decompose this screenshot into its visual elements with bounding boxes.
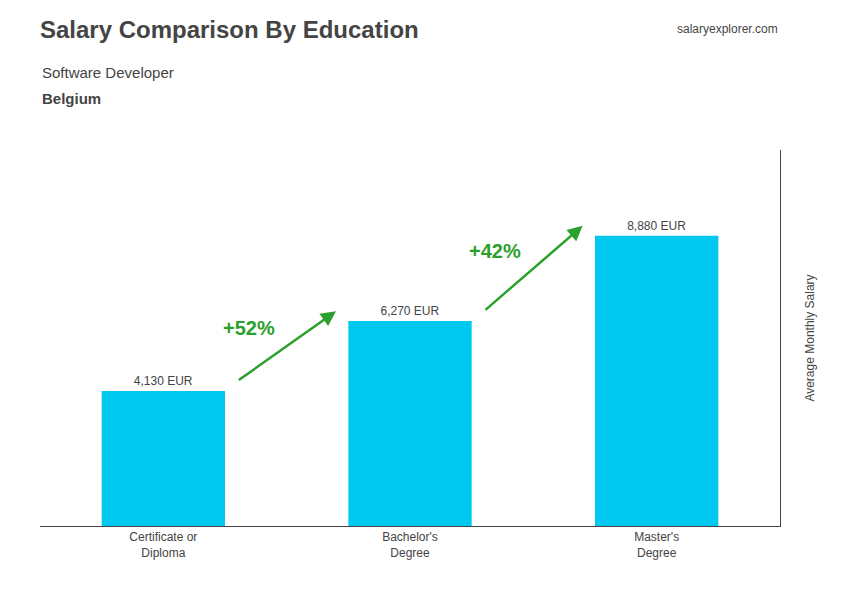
svg-text:4,130 EUR: 4,130 EUR bbox=[134, 374, 193, 388]
svg-text:8,880 EUR: 8,880 EUR bbox=[627, 219, 686, 233]
svg-text:Belgium: Belgium bbox=[42, 90, 101, 107]
svg-text:Certificate orDiploma: Certificate orDiploma bbox=[129, 530, 197, 560]
svg-text:Software Developer: Software Developer bbox=[42, 64, 174, 81]
svg-text:salaryexplorer.com: salaryexplorer.com bbox=[677, 22, 778, 36]
svg-text:+42%: +42% bbox=[469, 240, 521, 262]
svg-text:Bachelor'sDegree: Bachelor'sDegree bbox=[382, 530, 438, 560]
svg-text:Salary Comparison By Education: Salary Comparison By Education bbox=[40, 16, 419, 43]
svg-text:+52%: +52% bbox=[223, 317, 275, 339]
svg-text:6,270 EUR: 6,270 EUR bbox=[380, 304, 439, 318]
svg-text:Average Monthly Salary: Average Monthly Salary bbox=[803, 274, 817, 401]
svg-text:Master'sDegree: Master'sDegree bbox=[634, 530, 679, 560]
